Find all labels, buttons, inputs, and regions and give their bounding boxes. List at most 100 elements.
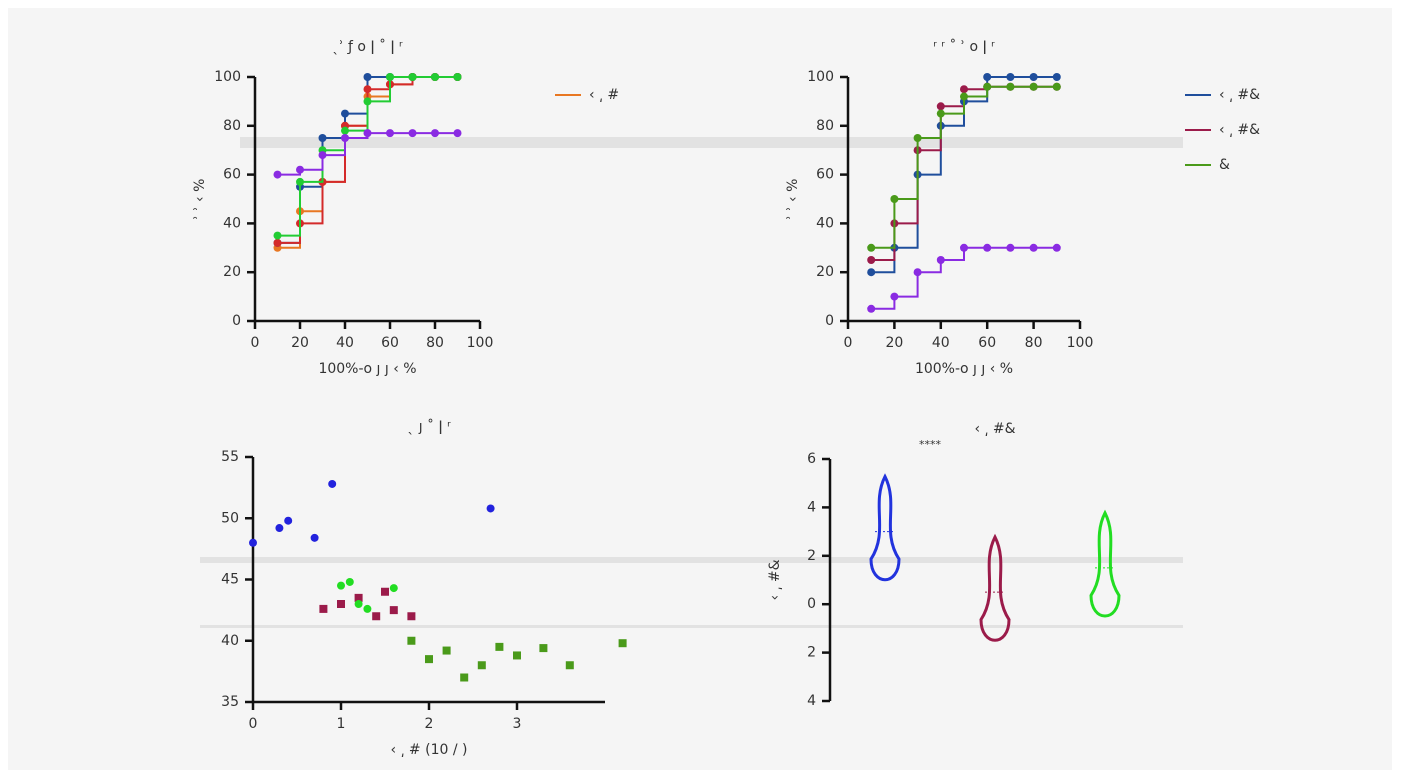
data-point [363, 73, 372, 81]
legend-label: ‹ ͵ #& [1219, 87, 1260, 103]
data-point [381, 587, 389, 596]
glitch-band [200, 625, 1183, 628]
data-point [341, 134, 349, 142]
y-tick-label: 0 [807, 596, 816, 612]
x-tick-label: 100 [467, 335, 494, 351]
data-point [936, 256, 945, 264]
data-point [1006, 243, 1015, 252]
x-tick-label: 1 [337, 716, 346, 732]
y-axis-label: ʾ ʾ ‹ % [785, 179, 801, 220]
x-tick-label: 40 [336, 335, 354, 351]
glitch-band [240, 137, 1183, 148]
data-point [273, 231, 282, 240]
data-point [341, 126, 349, 135]
x-tick-label: 80 [426, 335, 444, 351]
y-tick-label: 2 [807, 548, 816, 564]
x-axis-label: 100%-ο ȷ ȷ ‹ % [318, 361, 416, 377]
data-point [936, 109, 945, 118]
annotation: **** [919, 438, 942, 451]
data-point [890, 195, 899, 203]
data-point [1029, 243, 1038, 252]
data-point [345, 577, 354, 586]
data-point [960, 243, 968, 252]
y-tick-label: 55 [221, 449, 239, 465]
data-point [386, 73, 394, 81]
data-point [453, 73, 462, 81]
data-point [539, 644, 548, 653]
data-point [431, 73, 439, 81]
data-point [1006, 73, 1015, 81]
panel-background [8, 8, 1392, 770]
data-point [1006, 82, 1015, 91]
data-point [318, 134, 327, 142]
y-tick-label: 35 [221, 694, 239, 710]
data-point [453, 129, 462, 138]
data-point [341, 109, 349, 118]
data-point [442, 646, 451, 655]
x-tick-label: 2 [425, 716, 434, 732]
data-point [273, 238, 282, 247]
data-point [867, 256, 876, 264]
x-tick-label: 20 [885, 335, 903, 351]
y-tick-label: 4 [807, 693, 816, 709]
data-point [960, 92, 968, 101]
data-point [867, 243, 876, 252]
data-point [431, 129, 439, 138]
violin [979, 533, 1011, 642]
y-tick-label: 6 [807, 451, 816, 467]
data-point [408, 73, 417, 81]
data-point [386, 129, 394, 138]
x-tick-label: 0 [251, 335, 260, 351]
data-point [565, 661, 574, 670]
data-point [867, 268, 876, 277]
y-tick-label: 60 [816, 167, 834, 183]
y-tick-label: 40 [223, 215, 241, 231]
data-point [328, 479, 337, 488]
data-point [296, 165, 304, 174]
chart-title: ‹ ͵ #& [974, 421, 1015, 437]
x-axis-label: 100%-ο ȷ ȷ ‹ % [915, 361, 1013, 377]
glitch-band [200, 557, 1183, 563]
x-tick-label: 0 [249, 716, 258, 732]
x-tick-label: 0 [844, 335, 853, 351]
data-point [477, 661, 486, 670]
chart-title: ˎ ȷ ˚ ǀ ʳ [407, 418, 451, 435]
data-point [1052, 73, 1061, 81]
y-tick-label: 0 [232, 313, 241, 329]
x-tick-label: 20 [291, 335, 309, 351]
y-tick-label: 100 [807, 69, 834, 85]
data-point [890, 292, 899, 301]
legend-label: & [1219, 157, 1230, 173]
data-point [318, 151, 327, 160]
legend-label: ‹ ͵ # [589, 87, 619, 103]
y-tick-label: 20 [816, 264, 834, 280]
data-point [363, 97, 372, 106]
data-point [284, 516, 293, 525]
data-point [408, 129, 417, 138]
x-tick-label: 60 [978, 335, 996, 351]
data-point [249, 538, 257, 547]
y-tick-label: 60 [223, 167, 241, 183]
y-tick-label: 50 [221, 510, 239, 526]
data-point [983, 243, 992, 252]
x-tick-label: 3 [513, 716, 522, 732]
x-tick-label: 100 [1067, 335, 1094, 351]
data-point [319, 604, 328, 613]
data-point [983, 73, 992, 81]
data-point [363, 604, 372, 613]
data-point [337, 600, 345, 608]
data-point [372, 612, 381, 621]
y-tick-label: 80 [223, 118, 241, 134]
y-tick-label: 80 [816, 118, 834, 134]
y-tick-label: 100 [214, 69, 241, 85]
y-tick-label: 20 [223, 264, 241, 280]
y-tick-label: 45 [221, 572, 239, 588]
data-point [354, 600, 363, 608]
chart-title: ˎʾ ƒ ο ǀ ˚ ǀ ʳ [332, 38, 403, 55]
y-tick-label: 40 [221, 633, 239, 649]
chart-title: ʳ ʳ ˚ ʾ ο ǀ ʳ [933, 38, 995, 55]
data-point [1052, 243, 1061, 252]
y-tick-label: 40 [816, 215, 834, 231]
data-point [363, 129, 372, 138]
